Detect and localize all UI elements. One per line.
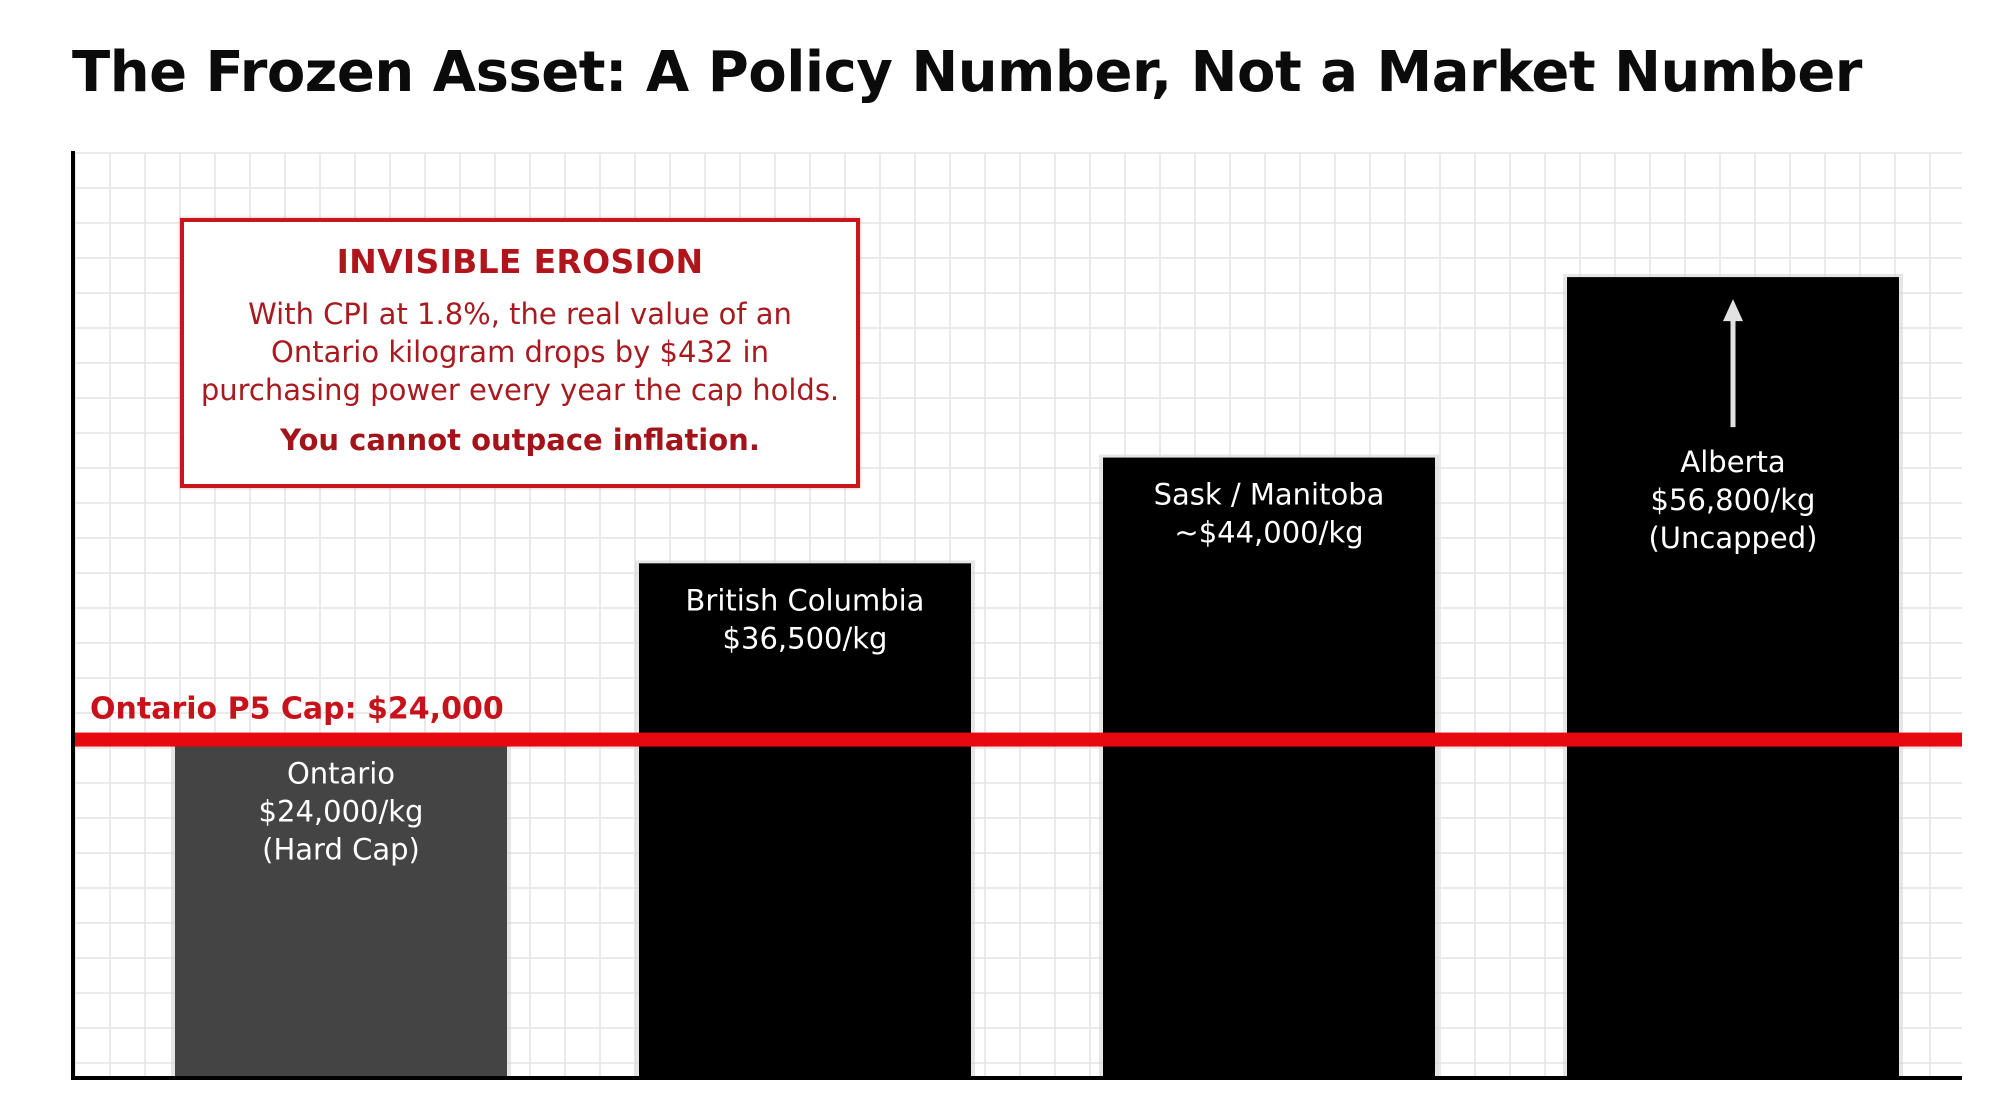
bar-label: Sask / Manitoba [1154, 478, 1385, 512]
bar-label: British Columbia [686, 583, 925, 617]
callout-title: INVISIBLE EROSION [336, 242, 704, 281]
bar-label: $56,800/kg [1651, 483, 1816, 517]
bar-label: $24,000/kg [259, 795, 424, 829]
reference-line-group: Ontario P5 Cap: $24,000 [73, 692, 1962, 747]
arrow-up-icon [1723, 299, 1743, 322]
callout-body: With CPI at 1.8%, the real value of an O… [200, 297, 840, 407]
callout-emphasis: You cannot outpace inflation. [280, 423, 760, 457]
bar-label: (Hard Cap) [262, 833, 420, 867]
bar-sask-manitoba [1103, 457, 1435, 1078]
bar-ontario [175, 739, 507, 1078]
bar-label: $36,500/kg [723, 621, 888, 655]
cap-line-label: Ontario P5 Cap: $24,000 [90, 692, 504, 727]
axes [71, 151, 1962, 1080]
bar-british-columbia [639, 563, 971, 1078]
bar-label: (Uncapped) [1648, 521, 1817, 555]
bars: Ontario $24,000/kg (Hard Cap) British Colum… [171, 274, 1903, 1079]
bar-label: ~$44,000/kg [1174, 516, 1363, 550]
bar-label: Alberta [1680, 445, 1785, 479]
invisible-erosion-callout: INVISIBLE EROSION With CPI at 1.8%, the … [180, 218, 860, 488]
bar-label: Ontario [287, 757, 395, 791]
chart-title: The Frozen Asset: A Policy Number, Not a… [72, 40, 1862, 105]
cap-line [73, 732, 1962, 747]
